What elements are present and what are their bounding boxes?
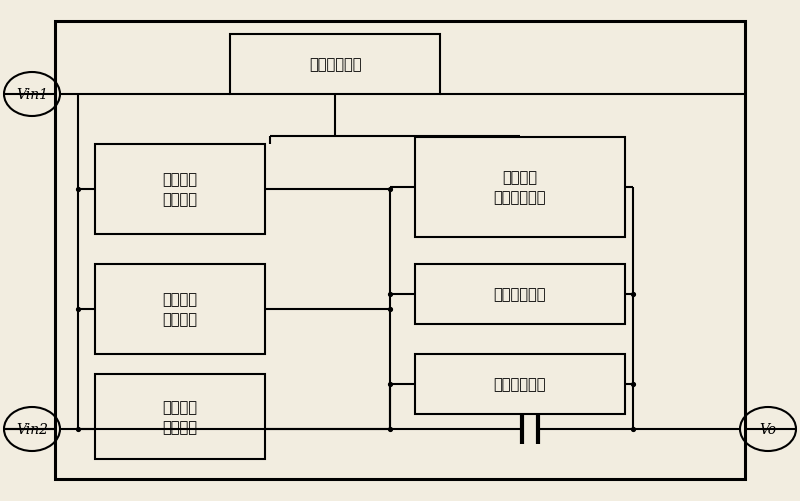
Bar <box>415 138 625 237</box>
Text: Vo: Vo <box>759 422 777 436</box>
Text: 电流检测
电路单元: 电流检测 电路单元 <box>162 399 198 434</box>
Bar <box>95 265 265 354</box>
Bar <box>415 265 625 324</box>
Text: 增益调节
电路单元: 增益调节 电路单元 <box>162 172 198 207</box>
Text: 开关电路单元: 开关电路单元 <box>494 287 546 302</box>
Bar <box>95 374 265 459</box>
Bar <box>415 354 625 414</box>
Bar <box>230 35 440 95</box>
Text: 吸收电路单元: 吸收电路单元 <box>494 377 546 392</box>
Text: 电压比较
驱动电路单元: 电压比较 驱动电路单元 <box>494 170 546 205</box>
Text: 电源电路单元: 电源电路单元 <box>309 58 362 72</box>
Text: Vin1: Vin1 <box>16 88 48 102</box>
Bar <box>55 22 745 479</box>
Text: Vin2: Vin2 <box>16 422 48 436</box>
Text: 整流滤波
电路单元: 整流滤波 电路单元 <box>162 292 198 327</box>
Bar <box>95 145 265 234</box>
